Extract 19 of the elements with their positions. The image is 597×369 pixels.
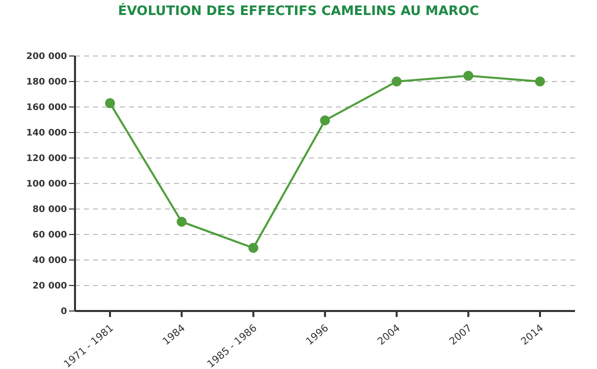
y-tick-label: 20 000: [32, 282, 67, 292]
point: [320, 115, 330, 126]
point: [248, 242, 258, 253]
y-tick-label: 100 000: [26, 180, 67, 190]
y-tick-label: 80 000: [32, 205, 67, 216]
point: [535, 76, 545, 86]
point: [392, 76, 402, 86]
y-tick-label: 60 000: [32, 230, 67, 241]
y-tick-label: 180 000: [26, 78, 67, 88]
point: [105, 98, 115, 108]
y-tick-label: 120 000: [26, 154, 67, 164]
y-tick-label: 200 000: [26, 52, 67, 62]
point: [463, 70, 474, 81]
y-tick-label: 160 000: [26, 103, 67, 114]
y-tick-label: 0: [60, 307, 67, 318]
chart-title: ÉVOLUTION DES EFFECTIFS CAMELINS AU MAROC: [116, 4, 480, 19]
point: [176, 216, 187, 227]
y-tick-label: 40 000: [32, 256, 67, 266]
y-tick-label: 140 000: [26, 128, 67, 139]
